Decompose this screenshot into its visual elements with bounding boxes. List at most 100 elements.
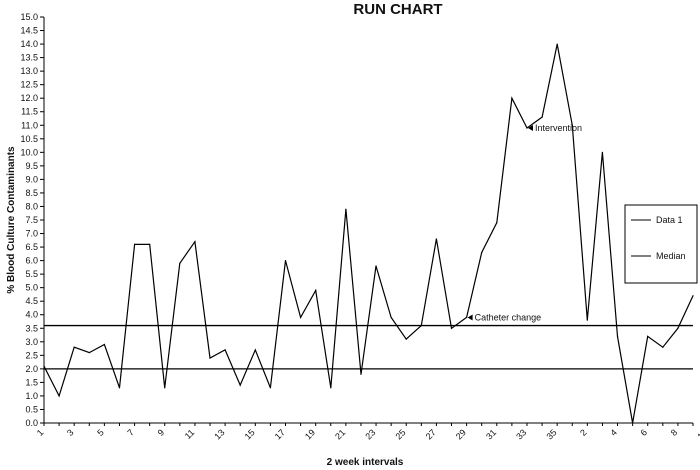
y-tick-label: 3.5 xyxy=(25,323,38,333)
data-point xyxy=(647,335,649,337)
y-tick-label: 5.5 xyxy=(25,269,38,279)
y-tick-label: 8.5 xyxy=(25,188,38,198)
y-tick-label: 7.0 xyxy=(25,229,38,239)
y-tick-label: 11.5 xyxy=(21,107,38,117)
data-point xyxy=(209,357,211,359)
x-tick-label: 15 xyxy=(243,427,257,441)
y-tick-label: 9.5 xyxy=(25,161,38,171)
x-tick-label: 27 xyxy=(424,427,438,441)
data-point xyxy=(299,316,302,319)
x-tick-label: 4 xyxy=(608,427,619,438)
y-tick-label: 0.0 xyxy=(25,418,38,428)
y-tick-label: 1.5 xyxy=(25,377,38,387)
data-point xyxy=(103,343,105,346)
y-tick-label: 14.0 xyxy=(20,39,38,49)
annotation-label: Intervention xyxy=(535,123,582,133)
y-tick-label: 14.5 xyxy=(20,26,38,36)
y-tick-label: 6.5 xyxy=(25,242,38,252)
data-point xyxy=(586,319,588,321)
data-point xyxy=(73,346,75,348)
data-point xyxy=(149,243,151,245)
legend-label-median: Median xyxy=(656,251,686,261)
legend-box xyxy=(624,204,698,284)
x-tick-label: 35 xyxy=(544,427,558,441)
y-tick-label: 1.0 xyxy=(25,391,38,401)
chart-title: RUN CHART xyxy=(353,1,442,18)
y-axis-label: % Blood Culture Contaminants xyxy=(6,146,17,294)
x-tick-label: 10 xyxy=(695,427,700,441)
y-tick-label: 2.5 xyxy=(25,350,38,360)
x-tick-label: 7 xyxy=(125,427,136,438)
data-point xyxy=(254,349,256,351)
x-tick-label: 21 xyxy=(333,427,347,441)
x-tick-label: 2 xyxy=(578,427,589,438)
data-point xyxy=(526,127,528,129)
y-tick-label: 0.5 xyxy=(25,404,38,414)
data-point xyxy=(420,324,422,327)
data-point xyxy=(466,316,468,319)
data-point xyxy=(58,395,60,397)
data-point xyxy=(511,97,513,99)
annotation-arrow xyxy=(467,314,473,321)
data-point xyxy=(601,151,604,153)
data-point xyxy=(405,338,407,340)
data-point xyxy=(269,387,271,389)
y-tick-label: 15.0 xyxy=(20,12,38,22)
y-tick-label: 12.5 xyxy=(20,80,38,90)
y-tick-label: 6.0 xyxy=(25,256,38,266)
annotation-arrow xyxy=(527,124,533,131)
data-point xyxy=(43,365,45,367)
x-tick-label: 33 xyxy=(514,427,528,441)
data-point xyxy=(662,346,664,348)
x-tick-label: 25 xyxy=(393,427,407,441)
annotations: Catheter change Intervention xyxy=(467,123,582,322)
data-point xyxy=(133,243,136,245)
x-tick-label: 31 xyxy=(484,427,498,441)
data-point xyxy=(330,387,332,389)
data-point xyxy=(571,124,573,126)
legend-label-data: Data 1 xyxy=(656,215,683,225)
data-point xyxy=(88,352,90,354)
data-series xyxy=(43,43,694,424)
x-tick-label: 11 xyxy=(183,427,197,441)
data-point xyxy=(481,251,483,254)
y-tick-label: 8.0 xyxy=(25,201,38,211)
data-point xyxy=(450,327,453,329)
data-point xyxy=(556,43,558,45)
y-tick-label: 9.0 xyxy=(25,174,38,184)
data-point xyxy=(179,262,181,264)
x-tick-label: 8 xyxy=(669,427,680,438)
y-tick-label: 10.5 xyxy=(20,134,38,144)
y-tick-label: 12.0 xyxy=(20,93,38,103)
x-tick-label: 19 xyxy=(303,427,317,441)
x-axis-label: 2 week intervals xyxy=(327,457,404,468)
y-tick-label: 4.0 xyxy=(25,310,38,320)
y-tick-label: 3.0 xyxy=(25,337,38,347)
y-tick-label: 5.0 xyxy=(25,283,38,293)
y-tick-label: 4.5 xyxy=(25,296,38,306)
data-point xyxy=(194,241,196,243)
data-point xyxy=(616,335,619,337)
data-1-line xyxy=(43,43,694,424)
data-point xyxy=(164,387,166,389)
data-point xyxy=(435,238,438,240)
data-point xyxy=(345,208,347,210)
x-tick-label: 9 xyxy=(156,427,167,438)
data-point xyxy=(239,384,241,386)
data-point xyxy=(541,116,543,118)
x-tick-label: 6 xyxy=(639,427,650,438)
data-point xyxy=(677,327,679,329)
x-tick-label: 29 xyxy=(454,427,468,441)
x-tick-label: 13 xyxy=(212,427,226,441)
data-point xyxy=(224,349,226,351)
data-point xyxy=(118,387,121,389)
x-tick-label: 5 xyxy=(95,427,106,438)
data-point xyxy=(315,289,317,291)
x-tick-label: 3 xyxy=(65,427,76,438)
data-point xyxy=(496,222,498,224)
data-point xyxy=(692,295,694,297)
data-point xyxy=(375,265,377,267)
y-tick-label: 11.0 xyxy=(21,120,38,130)
data-point xyxy=(632,422,634,424)
